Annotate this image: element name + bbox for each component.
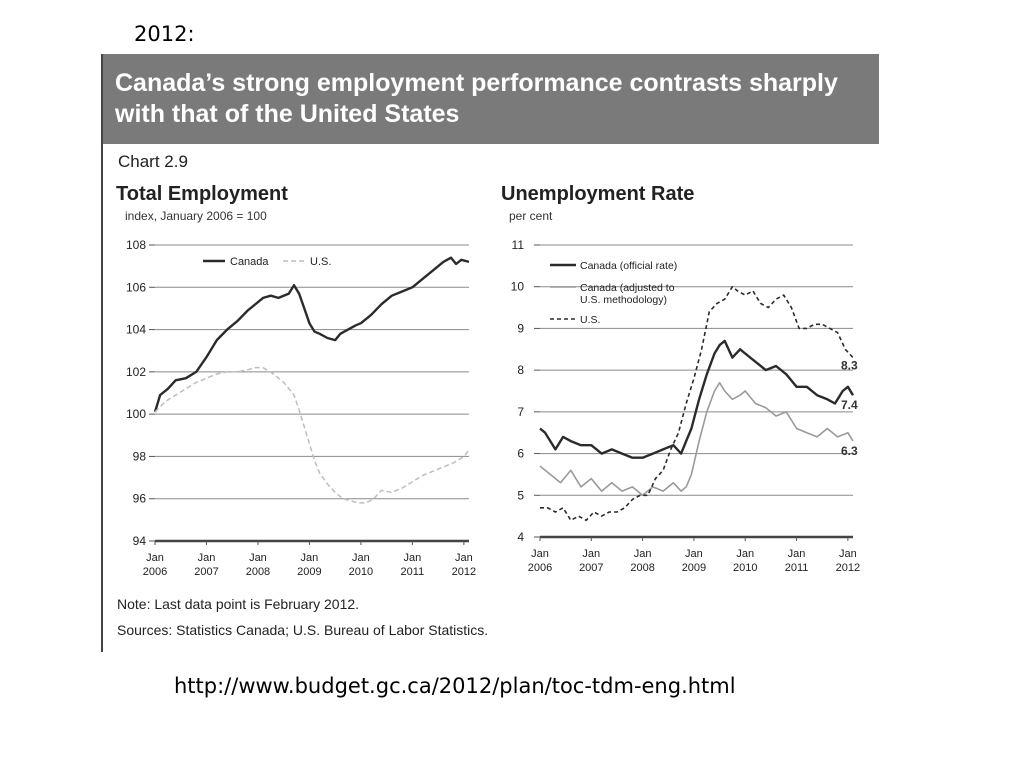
series-line-2 [539, 381, 854, 497]
legend-label: Canada (official rate) [580, 260, 677, 272]
series-line-2 [154, 366, 470, 504]
x-tick-label-month: Jan [839, 548, 857, 560]
source-url[interactable]: http://www.budget.gc.ca/2012/plan/toc-td… [174, 674, 736, 698]
y-tick-label: 7 [517, 405, 524, 419]
y-tick-label: 100 [126, 407, 146, 421]
y-tick-label: 106 [126, 280, 146, 294]
chart-title: Unemployment Rate [501, 183, 694, 205]
x-tick-label-month: Jan [146, 552, 164, 564]
x-tick-label-month: Jan [531, 548, 549, 560]
y-tick-label: 104 [126, 323, 146, 337]
x-tick-label-year: 2006 [143, 566, 167, 578]
legend-label: U.S. [310, 256, 331, 268]
y-tick-label: 98 [133, 449, 147, 463]
chart-number: Chart 2.9 [118, 152, 188, 171]
chart-panel: Canada’s strong employment performance c… [101, 54, 879, 652]
x-tick-label-month: Jan [685, 548, 703, 560]
x-tick-label-year: 2010 [349, 566, 373, 578]
x-tick-label-year: 2011 [401, 566, 425, 578]
x-tick-label-month: Jan [404, 552, 422, 564]
y-tick-label: 8 [517, 363, 524, 377]
x-tick-label-year: 2007 [194, 566, 218, 578]
x-tick-label-month: Jan [582, 548, 600, 560]
end-value-label: 8.3 [841, 359, 858, 373]
x-tick-label-year: 2008 [246, 566, 270, 578]
x-tick-label-year: 2011 [785, 562, 809, 574]
series-line-3 [540, 285, 854, 522]
x-tick-label-month: Jan [301, 552, 319, 564]
y-tick-label: 108 [126, 238, 146, 252]
chart-title: Total Employment [116, 183, 288, 205]
x-tick-label-month: Jan [736, 548, 754, 560]
legend-label: Canada (adjusted to U.S. methodology) [580, 282, 675, 306]
end-value-label: 7.4 [841, 398, 858, 412]
chart-2: Unemployment Rate per cent 4 5 6 7 8 9 10 11 Jan 20… [501, 183, 860, 574]
x-tick-label-month: Jan [352, 552, 370, 564]
chart-note: Note: Last data point is February 2012. [117, 596, 360, 612]
y-tick-label: 10 [511, 280, 525, 294]
x-tick-label-month: Jan [455, 552, 473, 564]
end-value-label: 6.3 [841, 444, 858, 458]
legend: Canada U.S. [203, 256, 331, 268]
x-tick-label-month: Jan [634, 548, 652, 560]
y-axis-label: index, January 2006 = 100 [125, 209, 267, 223]
legend-label: U.S. [580, 314, 600, 326]
charts-svg: Total Employment index, January 2006 = 10… [116, 183, 860, 578]
x-tick-label-month: Jan [249, 552, 267, 564]
series-line-1 [539, 339, 855, 459]
y-tick-label: 11 [512, 238, 525, 252]
y-tick-label: 96 [133, 492, 147, 506]
chart-1: Total Employment index, January 2006 = 10… [116, 183, 476, 578]
series-line-1 [153, 256, 470, 413]
y-tick-label: 94 [133, 534, 147, 548]
y-tick-label: 4 [517, 530, 524, 544]
year-label: 2012: [134, 22, 195, 46]
x-tick-label-year: 2008 [630, 562, 654, 574]
y-tick-label: 5 [517, 488, 524, 502]
x-tick-label-year: 2012 [452, 566, 476, 578]
y-axis-label: per cent [509, 209, 553, 223]
y-tick-label: 9 [517, 321, 524, 335]
y-tick-label: 102 [126, 365, 146, 379]
legend-label: Canada [230, 256, 269, 268]
x-tick-label-month: Jan [788, 548, 806, 560]
y-tick-label: 6 [517, 447, 524, 461]
header-title: Canada’s strong employment performance c… [115, 69, 838, 128]
legend: Canada (official rate) Canada (adjusted t… [550, 260, 677, 326]
x-tick-label-year: 2009 [297, 566, 321, 578]
chart-sources: Sources: Statistics Canada; U.S. Bureau … [117, 622, 489, 638]
x-tick-label-month: Jan [198, 552, 216, 564]
x-tick-label-year: 2007 [579, 562, 603, 574]
x-tick-label-year: 2006 [528, 562, 552, 574]
legend-label-part: U.S. methodology) [580, 294, 667, 306]
x-tick-label-year: 2009 [682, 562, 706, 574]
x-tick-label-year: 2010 [733, 562, 757, 574]
header-bar: Canada’s strong employment performance c… [103, 54, 879, 144]
x-tick-label-year: 2012 [836, 562, 860, 574]
legend-label-part: Canada (adjusted to [580, 282, 675, 294]
